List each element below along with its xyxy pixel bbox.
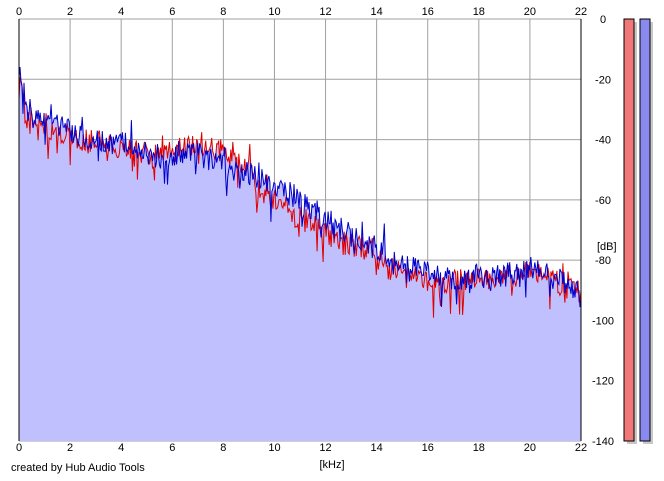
x-tick-label-bottom: 0 <box>16 442 22 454</box>
y-tick-label: -120 <box>592 376 614 388</box>
x-axis-label: [kHz] <box>319 459 344 471</box>
level-meters <box>623 18 653 444</box>
x-tick-label-bottom: 22 <box>575 442 587 454</box>
x-tick-label-top: 2 <box>67 6 73 18</box>
x-tick-label-top: 20 <box>524 6 536 18</box>
y-tick-label: -20 <box>595 74 611 86</box>
series-lines <box>18 66 582 318</box>
x-tick-label-top: 16 <box>422 6 434 18</box>
spectrum-fill <box>19 67 581 441</box>
x-tick-label-bottom: 12 <box>319 442 331 454</box>
meter-fill-right <box>639 18 651 442</box>
y-tick-label: -60 <box>595 195 611 207</box>
y-tick-label: -80 <box>595 255 611 267</box>
series-line-1 <box>18 66 582 308</box>
x-tick-label-top: 22 <box>575 6 587 18</box>
y-tick-label: -40 <box>595 135 611 147</box>
y-tick-label: -140 <box>592 436 614 448</box>
x-tick-label-bottom: 4 <box>118 442 124 454</box>
x-tick-label-bottom: 6 <box>169 442 175 454</box>
x-tick-label-bottom: 14 <box>371 442 383 454</box>
x-tick-label-bottom: 20 <box>524 442 536 454</box>
y-tick-label: 0 <box>600 14 606 26</box>
x-tick-label-top: 6 <box>169 6 175 18</box>
meter-fill-left <box>623 18 635 442</box>
x-tick-label-bottom: 10 <box>268 442 280 454</box>
x-tick-label-bottom: 2 <box>67 442 73 454</box>
x-tick-label-top: 0 <box>16 6 22 18</box>
x-tick-label-top: 14 <box>371 6 383 18</box>
x-tick-label-top: 18 <box>473 6 485 18</box>
x-tick-label-bottom: 18 <box>473 442 485 454</box>
x-tick-label-bottom: 8 <box>220 442 226 454</box>
y-axis-label: [dB] <box>597 241 617 253</box>
x-tick-label-bottom: 16 <box>422 442 434 454</box>
axes <box>18 19 582 441</box>
tick-labels: 002244668810101212141416161818202022220-… <box>16 6 614 454</box>
y-tick-label: -100 <box>592 315 614 327</box>
credit-text: created by Hub Audio Tools <box>11 462 145 474</box>
x-tick-label-top: 4 <box>118 6 124 18</box>
x-tick-label-top: 8 <box>220 6 226 18</box>
spectrum-area <box>19 67 581 441</box>
x-tick-label-top: 12 <box>319 6 331 18</box>
x-tick-label-top: 10 <box>268 6 280 18</box>
